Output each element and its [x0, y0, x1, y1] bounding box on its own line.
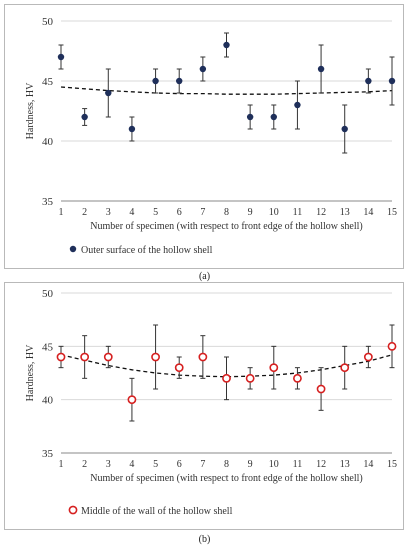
x-tick-label: 2: [82, 207, 87, 218]
x-tick-label: 3: [106, 207, 111, 218]
y-axis-label: Hardness, HV: [25, 344, 36, 401]
legend-label: Middle of the wall of the hollow shell: [81, 506, 233, 517]
x-tick-label: 12: [316, 459, 326, 470]
x-tick-label: 6: [177, 207, 182, 218]
x-tick-label: 1: [59, 459, 64, 470]
x-tick-label: 8: [224, 459, 229, 470]
x-tick-label: 14: [363, 207, 373, 218]
x-tick-label: 11: [293, 207, 303, 218]
x-tick-label: 7: [200, 207, 205, 218]
x-tick-label: 4: [129, 459, 134, 470]
data-point: [223, 41, 230, 49]
data-point: [80, 352, 90, 362]
y-axis-label: Hardness, HV: [25, 82, 36, 139]
x-tick-label: 5: [153, 459, 158, 470]
data-point: [363, 352, 373, 362]
data-point: [56, 352, 66, 362]
data-point: [316, 384, 326, 394]
x-tick-label: 15: [387, 207, 397, 218]
y-tick-label: 40: [42, 136, 54, 148]
y-tick-label: 35: [42, 196, 54, 208]
x-axis-label: Number of specimen (with respect to fron…: [90, 221, 362, 232]
x-tick-label: 5: [153, 207, 158, 218]
data-point: [81, 113, 88, 121]
legend-label: Outer surface of the hollow shell: [81, 245, 213, 256]
x-tick-label: 10: [269, 207, 279, 218]
y-tick-label: 35: [42, 448, 54, 460]
y-tick-label: 45: [42, 76, 54, 88]
x-tick-label: 8: [224, 207, 229, 218]
data-point: [127, 395, 137, 405]
y-tick-label: 40: [42, 395, 54, 407]
data-point: [269, 363, 279, 373]
data-point: [57, 53, 65, 61]
data-point: [294, 101, 301, 109]
legend-marker: [68, 505, 78, 515]
data-point: [270, 113, 277, 121]
data-point: [128, 125, 136, 133]
legend-marker: [69, 245, 77, 253]
x-axis-label: Number of specimen (with respect to fron…: [90, 473, 362, 484]
data-point: [103, 352, 113, 362]
x-tick-label: 2: [82, 459, 87, 470]
x-tick-label: 1: [59, 207, 64, 218]
data-point: [365, 77, 372, 85]
data-point: [388, 77, 396, 85]
data-point: [198, 352, 208, 362]
data-point: [222, 373, 231, 383]
x-tick-label: 4: [129, 207, 134, 218]
x-tick-label: 6: [177, 459, 182, 470]
data-point: [317, 65, 325, 73]
x-tick-label: 11: [293, 459, 303, 470]
data-point: [293, 373, 302, 383]
x-tick-label: 10: [269, 459, 279, 470]
trend-line: [60, 86, 393, 95]
y-tick-label: 50: [42, 288, 54, 300]
caption-b: (b): [198, 534, 211, 545]
data-point: [174, 363, 184, 373]
data-point: [176, 77, 183, 85]
chart-panel-a: 35 40 45 50 1 2 3 4 5 6 7 8 9 10 11 12 13 14 15 Hardness, H…: [4, 4, 404, 269]
x-tick-label: 7: [200, 459, 205, 470]
x-tick-label: 13: [340, 459, 350, 470]
trend-line: [60, 354, 393, 378]
y-tick-label: 50: [42, 16, 54, 28]
x-tick-label: 3: [106, 459, 111, 470]
x-tick-label: 9: [248, 207, 253, 218]
data-point: [341, 125, 348, 133]
x-tick-label: 12: [316, 207, 326, 218]
data-point: [340, 363, 350, 373]
data-point: [152, 77, 159, 85]
data-point: [387, 341, 397, 351]
chart-panel-b: 35 40 45 50 1 2 3 4 5 6 7 8 9 10 11 12 13 14 15 Hardness, H…: [4, 282, 404, 530]
x-tick-label: 13: [340, 207, 350, 218]
data-point: [105, 89, 112, 97]
x-tick-label: 14: [363, 459, 373, 470]
x-tick-label: 9: [248, 459, 253, 470]
x-tick-label: 15: [387, 459, 397, 470]
data-point: [245, 373, 255, 383]
data-point: [151, 352, 160, 362]
y-tick-label: 45: [42, 341, 54, 353]
data-point: [246, 113, 254, 121]
caption-a: (a): [198, 271, 211, 282]
data-point: [199, 65, 207, 73]
